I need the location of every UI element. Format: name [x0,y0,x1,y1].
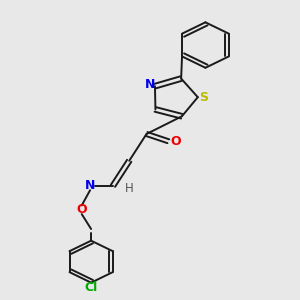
Text: Cl: Cl [85,281,98,294]
Text: O: O [76,203,87,216]
Text: N: N [145,78,155,91]
Text: N: N [85,179,95,192]
Text: S: S [199,91,208,104]
Text: H: H [125,182,134,195]
Text: O: O [171,135,181,148]
